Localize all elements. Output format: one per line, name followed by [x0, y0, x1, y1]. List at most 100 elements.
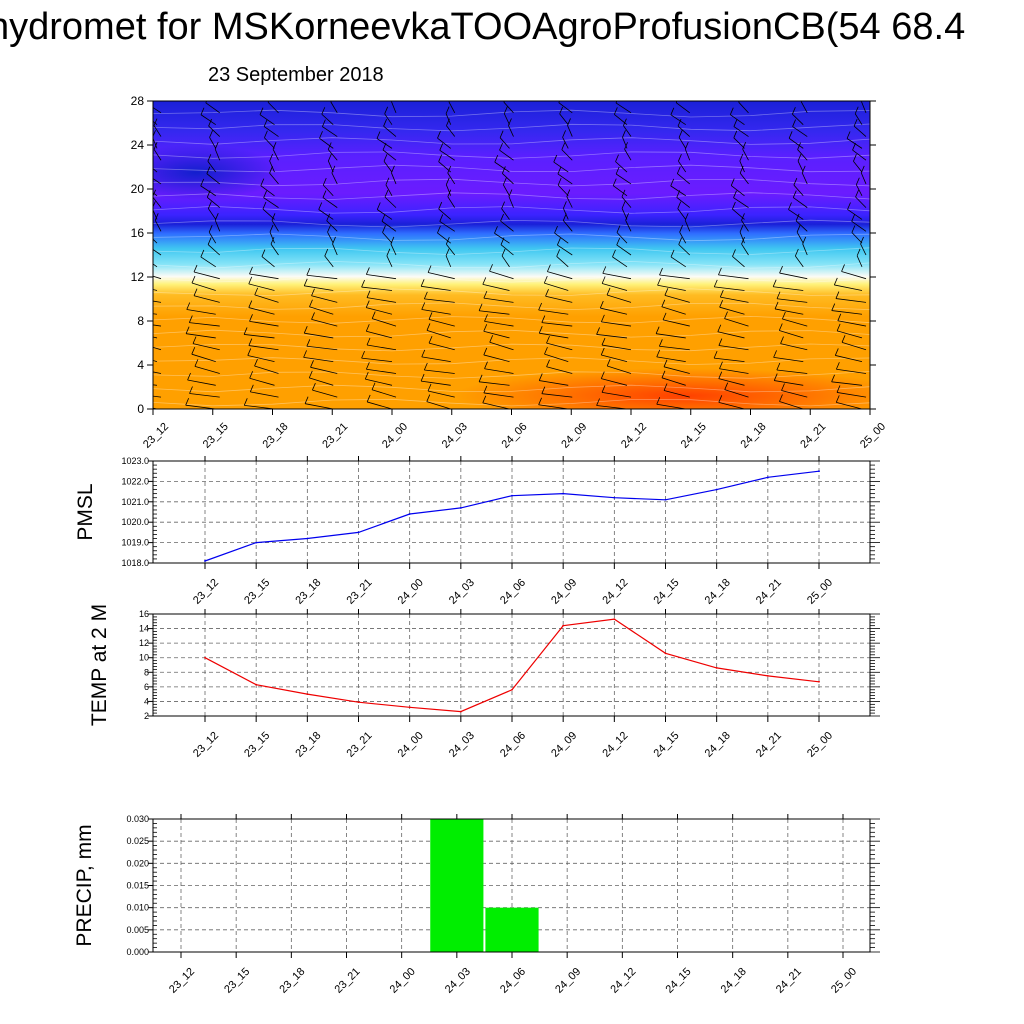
wind-barb-flag	[733, 130, 738, 138]
wind-barb-flag	[260, 178, 265, 186]
contour-line	[153, 275, 870, 283]
wind-barb	[272, 149, 279, 161]
wind-barb-flag	[616, 225, 621, 233]
wind-barb	[366, 330, 393, 339]
wind-barb-flag	[146, 167, 149, 174]
wind-barb	[390, 243, 397, 256]
wind-barb	[664, 294, 690, 303]
ytick-label: 10	[139, 653, 149, 663]
contour-line	[153, 398, 870, 407]
wind-barb-flag	[483, 385, 488, 394]
wind-barb	[153, 178, 162, 185]
wind-barb	[615, 102, 632, 114]
ytick-label: 8	[144, 667, 149, 677]
contour-line	[153, 137, 870, 145]
wind-barb	[860, 243, 867, 256]
wind-barb	[837, 330, 863, 339]
wind-barb	[372, 318, 397, 327]
wind-barb	[544, 282, 569, 291]
temp2m-point	[204, 656, 206, 659]
wind-barb	[567, 101, 569, 102]
wind-barb	[309, 306, 334, 315]
wind-barb-flag	[478, 303, 483, 311]
wind-barb	[557, 244, 573, 256]
wind-barb	[262, 208, 275, 220]
wind-barb	[719, 368, 749, 374]
wind-barb-flag	[544, 346, 548, 355]
wind-barb	[261, 256, 275, 268]
wind-barb-flag	[191, 347, 196, 355]
wind-barb	[846, 138, 863, 149]
wind-barb	[661, 377, 686, 386]
wind-barb	[616, 244, 632, 256]
wind-barb	[793, 197, 808, 208]
wind-barb	[309, 377, 334, 386]
wind-barb	[678, 244, 691, 256]
wind-barb-flag	[303, 326, 308, 334]
wind-barb-flag	[200, 178, 205, 187]
wind-barb	[494, 161, 510, 173]
wind-barb-flag	[779, 394, 783, 402]
wind-barb	[264, 137, 275, 149]
wind-barb	[837, 320, 867, 327]
wind-barb	[621, 196, 632, 208]
wind-barb	[319, 137, 334, 149]
wind-barb-flag	[153, 118, 158, 126]
wind-barb	[312, 389, 338, 398]
wind-barb	[566, 196, 573, 208]
pmsl-point	[613, 496, 616, 499]
wind-barb	[445, 184, 452, 196]
wind-barb	[621, 208, 628, 220]
wind-barb	[479, 381, 510, 386]
wind-barb-flag	[130, 325, 133, 332]
wind-barb	[215, 101, 216, 102]
wind-barb	[563, 208, 569, 220]
wind-barb	[661, 306, 686, 315]
temp2m-point	[408, 706, 411, 709]
wind-barb	[153, 384, 158, 386]
wind-barb-flag	[194, 359, 199, 367]
wind-barb-flag	[206, 166, 211, 174]
ytick-label: 1020.0	[121, 517, 149, 527]
wind-barb-flag	[657, 278, 661, 286]
wind-barb-flag	[384, 106, 389, 114]
wind-barb	[427, 390, 455, 398]
wind-barb-flag	[601, 337, 606, 346]
wind-barb-flag	[835, 291, 840, 299]
wind-barb-flag	[545, 289, 549, 297]
wind-barb-flag	[261, 249, 266, 257]
wind-barb-flag	[327, 153, 332, 162]
ytick-label: 1019.0	[121, 538, 149, 548]
wind-barb-flag	[483, 324, 488, 332]
wind-barb-flag	[186, 302, 191, 310]
wind-barb-flag	[445, 106, 450, 114]
wind-barb	[831, 381, 863, 386]
wind-barb-flag	[855, 177, 860, 185]
temp2m-point	[562, 624, 565, 627]
wind-barb-flag	[254, 287, 259, 296]
wind-barb	[502, 173, 514, 185]
wind-barb-flag	[788, 202, 792, 210]
wind-barb	[606, 294, 632, 303]
wind-barb	[445, 255, 452, 268]
wind-barb	[856, 255, 863, 268]
wind-barb-flag	[365, 362, 370, 370]
wind-barb	[739, 172, 749, 185]
wind-barb-flag	[132, 291, 135, 298]
wind-barb-flag	[489, 264, 493, 272]
wind-barb-flag	[308, 370, 313, 379]
ytick-label: 0.020	[126, 858, 149, 868]
wind-barb	[386, 255, 393, 268]
wind-barb-flag	[739, 83, 742, 90]
contour-line	[153, 315, 870, 324]
wind-barb	[421, 309, 451, 315]
temp2m-point	[613, 618, 616, 620]
wind-barb	[684, 220, 691, 232]
wind-barb	[437, 232, 451, 244]
wind-barb-flag	[739, 153, 744, 162]
wind-barb	[483, 354, 510, 363]
ytick-label: 0.010	[126, 903, 149, 913]
pmsl-point	[459, 507, 462, 509]
wind-barb	[795, 255, 804, 268]
